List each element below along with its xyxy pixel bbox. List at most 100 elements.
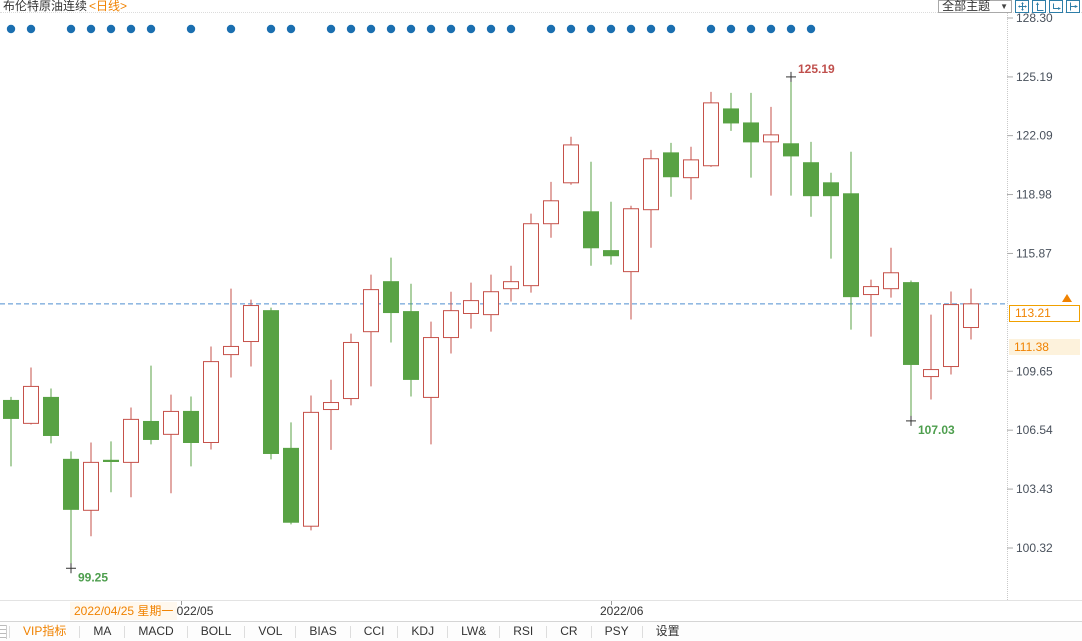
theme-dropdown[interactable]: 全部主题 ▼ (938, 0, 1012, 13)
signal-dot (186, 24, 196, 34)
y-axis-label: 115.87 (1016, 246, 1052, 260)
month-label: 2022/05 (170, 604, 214, 618)
indicator-tab-LW&[interactable]: LW& (461, 624, 487, 638)
x-axis-date-row: 2022/05 2022/06 2022/04/25 星期一 (0, 600, 1082, 621)
candlestick (903, 280, 919, 421)
candlestick (23, 367, 39, 425)
indicator-tab-KDJ[interactable]: KDJ (411, 624, 435, 638)
y-axis-label: 109.65 (1016, 364, 1053, 378)
signal-dot (566, 24, 576, 34)
toolbar-separator (295, 625, 297, 638)
signal-dot (466, 24, 476, 34)
indicator-tab-MACD[interactable]: MACD (138, 624, 174, 638)
signal-dot (626, 24, 636, 34)
instrument-title: 布伦特原油连续 (3, 0, 88, 13)
signal-dot (266, 24, 276, 34)
candlestick (3, 396, 19, 467)
price-annotation: 125.19 (798, 62, 835, 76)
indicator-tab-CR[interactable]: CR (560, 624, 578, 638)
signal-dot (666, 24, 676, 34)
price-annotation: 99.25 (78, 570, 108, 584)
candlestick (763, 106, 779, 196)
price-annotation: 107.03 (918, 423, 955, 437)
x-axis-scale-icon[interactable] (1049, 0, 1063, 13)
chevron-down-icon: ▼ (1000, 2, 1008, 11)
y-axis-label: 100.32 (1016, 541, 1053, 555)
signal-dot (326, 24, 336, 34)
indicator-tab-PSY[interactable]: PSY (604, 624, 629, 638)
toolbar-separator (546, 625, 548, 638)
candlestick (883, 247, 899, 298)
candlestick (223, 288, 239, 378)
signal-dot (646, 24, 656, 34)
indicator-toolbar: VIP指标 MA MACD BOLL VOL BIAS CCI KDJ LW& RSI CR PSY 设… (0, 621, 1082, 641)
indicator-tab-CCI[interactable]: CCI (363, 624, 385, 638)
candlestick (863, 279, 879, 337)
candlestick (723, 92, 739, 131)
toolbar-separator (590, 625, 592, 638)
candlestick (83, 442, 99, 537)
highlighted-date-label: 2022/04/25 星期一 (70, 602, 178, 620)
signal-dot (386, 24, 396, 34)
fit-chart-icon[interactable] (1015, 0, 1029, 13)
candlestick (743, 92, 759, 178)
signal-dot (66, 24, 76, 34)
toolbar-separator (499, 625, 501, 638)
signal-dot (806, 24, 816, 34)
candlestick (963, 288, 979, 340)
go-to-latest-icon[interactable] (1066, 0, 1080, 13)
toolbar-separator (349, 625, 351, 638)
candlestick (163, 394, 179, 494)
signal-dot (786, 24, 796, 34)
y-axis-label: 125.19 (1016, 70, 1053, 84)
candlestick (683, 146, 699, 200)
signal-dot (486, 24, 496, 34)
indicator-tab-BOLL[interactable]: BOLL (200, 624, 232, 638)
y-axis-label: 118.98 (1016, 188, 1052, 202)
candlestick (923, 314, 939, 400)
toolbar-separator (79, 625, 81, 638)
title-bar: 布伦特原油连续 <日线> (3, 0, 127, 13)
indicator-tab-MA[interactable]: MA (93, 624, 112, 638)
indicator-tab-BIAS[interactable]: BIAS (309, 624, 337, 638)
header-divider (0, 12, 1082, 13)
candlestick (603, 201, 619, 265)
candlestick (263, 307, 279, 460)
candlestick (403, 283, 419, 397)
panel-handle-icon[interactable] (0, 624, 7, 639)
current-price-badge: 113.21 (1009, 304, 1080, 322)
candlestick (663, 142, 679, 197)
candlestick (383, 257, 399, 343)
toolbar-separator (9, 625, 10, 638)
signal-dot (406, 24, 416, 34)
header-controls: 全部主题 ▼ (938, 0, 1080, 13)
indicator-tab-设置[interactable]: 设置 (655, 624, 680, 638)
price-up-arrow-icon (1062, 293, 1072, 302)
signal-dot (426, 24, 436, 34)
indicator-tab-RSI[interactable]: RSI (513, 624, 534, 638)
month-label: 2022/06 (600, 604, 644, 618)
candlestick (943, 291, 959, 375)
signal-dot (506, 24, 516, 34)
candlestick (703, 91, 719, 167)
toolbar-separator (641, 625, 643, 638)
y-axis-label: 106.54 (1016, 423, 1053, 437)
toolbar-separator (186, 625, 188, 638)
candlestick (443, 291, 459, 354)
y-axis-label: 128.30 (1016, 11, 1053, 25)
indicator-tab-VOL[interactable]: VOL (258, 624, 283, 638)
signal-dot (6, 24, 16, 34)
candlestick (643, 149, 659, 248)
toolbar-separator (124, 625, 126, 638)
signal-dot (26, 24, 36, 34)
candlestick-chart-canvas[interactable]: 128.30 125.19 122.09 118.98 115.87 109.65 106.… (0, 0, 1082, 600)
theme-dropdown-label: 全部主题 (942, 0, 991, 13)
candlestick (523, 213, 539, 293)
signal-dot (606, 24, 616, 34)
candlestick (343, 333, 359, 406)
candlestick (143, 365, 159, 445)
y-axis-scale-icon[interactable] (1032, 0, 1046, 13)
candlestick (63, 451, 79, 569)
indicator-tab-VIP指标[interactable]: VIP指标 (23, 624, 67, 638)
